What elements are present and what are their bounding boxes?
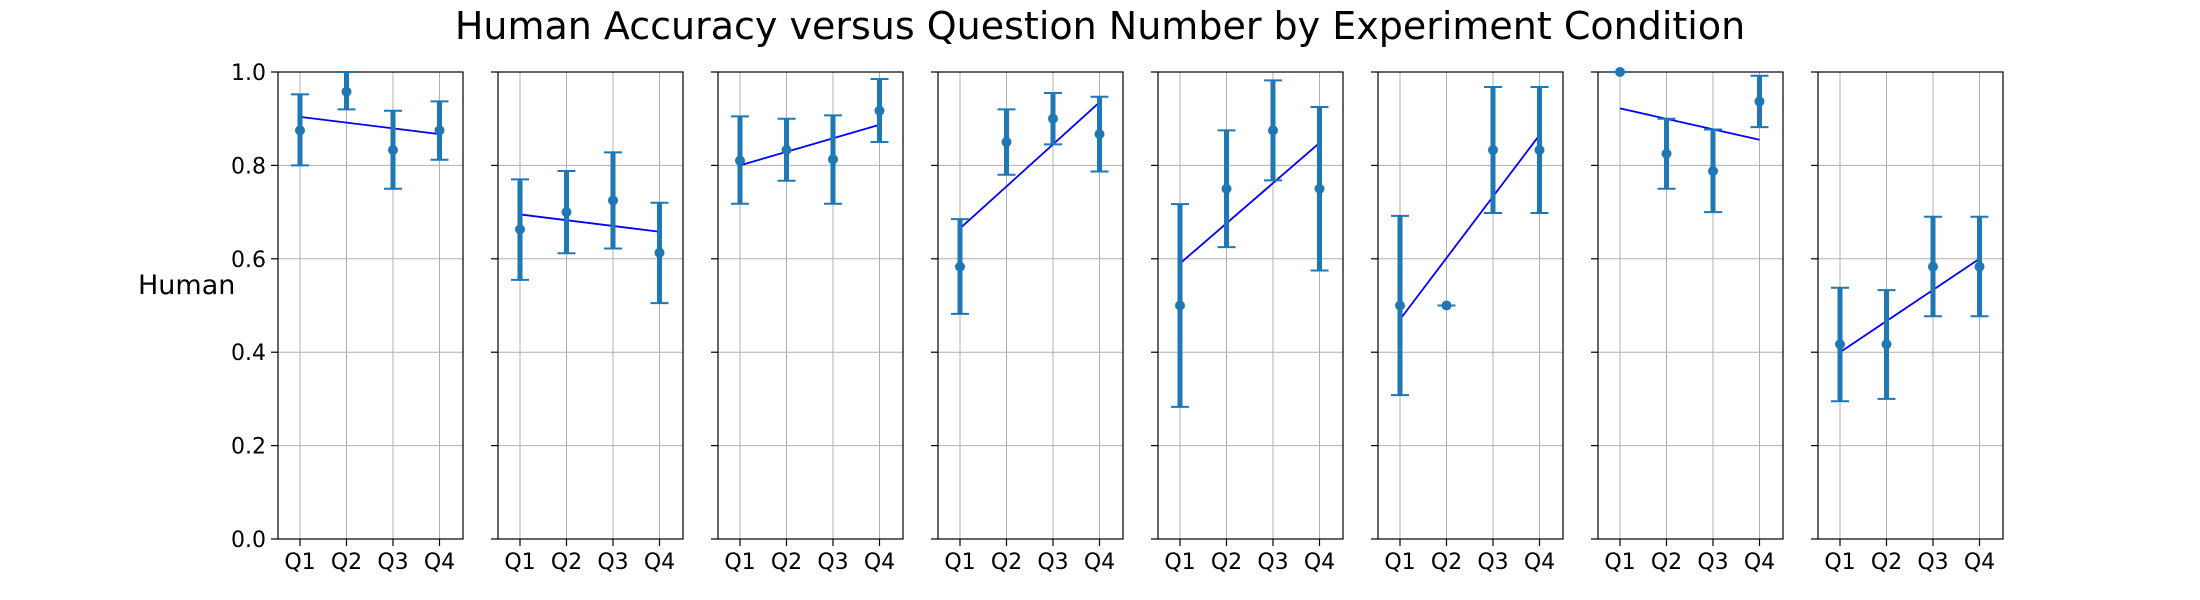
trend-line (739, 123, 880, 167)
x-tick-label: Q1 (504, 550, 535, 575)
data-point (1661, 148, 1672, 159)
y-axis-label: Human (138, 270, 236, 301)
x-tick-label: Q1 (1824, 550, 1855, 575)
data-point (1048, 113, 1058, 124)
x-tick-label: Q1 (724, 550, 755, 575)
x-tick-label: Q4 (1744, 550, 1775, 575)
data-point (1175, 300, 1185, 311)
x-tick-label: Q3 (377, 550, 408, 575)
chart-title: Human Accuracy versus Question Number by… (454, 4, 1746, 48)
panel-frame (497, 71, 684, 540)
trend-line (1179, 142, 1321, 265)
data-point (735, 155, 745, 166)
data-point (1488, 144, 1498, 155)
data-point (955, 261, 965, 272)
data-point (1221, 183, 1232, 194)
x-tick-label: Q3 (817, 550, 848, 575)
panel-frame (1597, 71, 1784, 540)
data-point (295, 125, 305, 136)
x-tick-label: Q4 (1304, 550, 1335, 575)
data-point (1534, 144, 1545, 155)
trend-line (1839, 258, 1981, 353)
panel-frame (1157, 71, 1344, 540)
data-point (1928, 261, 1938, 272)
data-point (1708, 166, 1718, 177)
x-tick-label: Q2 (1871, 550, 1902, 575)
x-tick-label: Q1 (944, 550, 975, 575)
x-tick-label: Q1 (1384, 550, 1415, 575)
trend-line (1619, 107, 1760, 141)
x-tick-label: Q2 (551, 550, 582, 575)
x-tick-label: Q4 (1084, 550, 1115, 575)
y-tick-label: 1.0 (231, 61, 266, 86)
data-point (874, 105, 885, 116)
x-tick-label: Q2 (1651, 550, 1682, 575)
data-point (341, 86, 352, 97)
data-point (434, 125, 445, 136)
data-point (1881, 339, 1892, 350)
x-tick-label: Q3 (1037, 550, 1068, 575)
x-tick-label: Q2 (1211, 550, 1242, 575)
data-point (515, 224, 525, 235)
trend-line (1399, 134, 1541, 321)
data-point (608, 195, 618, 206)
x-tick-label: Q3 (597, 550, 628, 575)
panel-frame (1377, 71, 1564, 540)
trend-line (959, 101, 1101, 230)
data-point (828, 154, 838, 165)
trend-line (519, 213, 660, 233)
y-tick-label: 0.0 (231, 528, 266, 553)
x-tick-label: Q1 (1604, 550, 1635, 575)
data-point (1268, 125, 1278, 136)
data-point (1615, 67, 1625, 77)
x-tick-label: Q3 (1257, 550, 1288, 575)
trend-line (299, 115, 440, 136)
y-tick-label: 0.4 (231, 341, 266, 366)
panel-frame (1817, 71, 2004, 540)
x-tick-label: Q2 (991, 550, 1022, 575)
x-tick-label: Q4 (864, 550, 895, 575)
x-tick-label: Q4 (424, 550, 455, 575)
y-tick-label: 0.8 (231, 154, 266, 179)
x-tick-label: Q4 (644, 550, 675, 575)
panel-frame (717, 71, 904, 540)
data-point (1754, 96, 1765, 107)
x-tick-label: Q2 (771, 550, 802, 575)
x-tick-label: Q1 (1164, 550, 1195, 575)
data-point (1395, 300, 1405, 311)
data-point (561, 207, 572, 218)
x-tick-label: Q2 (1431, 550, 1462, 575)
y-tick-label: 0.2 (231, 435, 266, 460)
x-tick-label: Q4 (1524, 550, 1555, 575)
data-point (781, 144, 792, 155)
x-tick-label: Q2 (331, 550, 362, 575)
x-tick-label: Q1 (284, 550, 315, 575)
x-tick-label: Q3 (1697, 550, 1728, 575)
data-point (1094, 129, 1105, 140)
x-tick-label: Q4 (1964, 550, 1995, 575)
data-point (1001, 137, 1012, 148)
data-point (1835, 339, 1845, 350)
panel-frame (937, 71, 1124, 540)
y-tick-label: 0.6 (231, 248, 266, 273)
x-tick-label: Q3 (1917, 550, 1948, 575)
x-tick-label: Q3 (1477, 550, 1508, 575)
panel-frame (277, 71, 464, 540)
data-point (388, 144, 398, 155)
data-point (654, 247, 665, 258)
data-point (1441, 300, 1452, 311)
data-point (1314, 183, 1325, 194)
data-point (1974, 261, 1985, 272)
